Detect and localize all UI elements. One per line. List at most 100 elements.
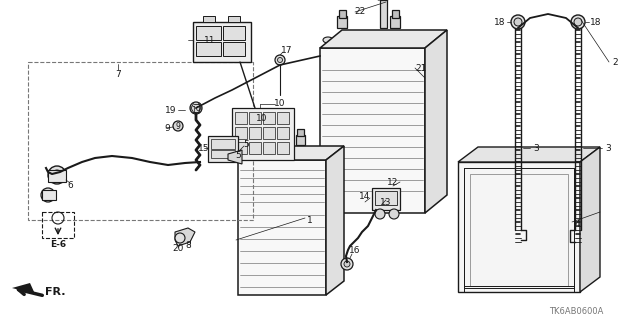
Bar [42,212,74,238]
Bar [249,127,261,139]
Circle shape [389,209,399,219]
Ellipse shape [408,37,418,43]
Bar [42,190,56,200]
Text: FR.: FR. [45,287,65,297]
Bar [375,191,397,205]
Text: 19: 19 [191,106,201,115]
Text: 3: 3 [605,143,611,153]
Text: 2: 2 [612,58,618,67]
Bar [238,160,326,295]
Bar [390,16,400,28]
Text: E-6: E-6 [50,239,66,249]
Polygon shape [580,147,600,292]
Text: 7: 7 [115,69,121,78]
Bar [339,10,346,18]
Circle shape [375,209,385,219]
Bar [223,26,245,40]
Bar [235,127,247,139]
Bar [263,112,275,124]
Bar [470,174,568,286]
Bar [380,0,387,28]
Bar [249,142,261,154]
Circle shape [514,18,522,26]
Polygon shape [238,146,344,160]
Text: 9: 9 [164,124,170,132]
Bar [208,136,238,162]
Polygon shape [175,228,195,246]
Text: 14: 14 [358,191,370,201]
Bar [320,48,425,213]
Text: 16: 16 [349,245,361,254]
Ellipse shape [391,37,401,43]
Circle shape [341,258,353,270]
Bar [296,135,305,145]
Bar [235,142,247,154]
Text: 15: 15 [198,143,210,153]
Text: 18: 18 [494,18,506,27]
Text: 9: 9 [175,122,180,131]
Circle shape [175,233,185,243]
Text: 6: 6 [67,180,73,189]
Polygon shape [425,30,447,213]
Bar [193,22,251,62]
Circle shape [173,121,183,131]
Bar [297,129,304,136]
Circle shape [571,15,585,29]
Text: TK6AB0600A: TK6AB0600A [549,308,603,316]
Circle shape [278,58,282,62]
Circle shape [41,188,55,202]
Ellipse shape [323,37,333,43]
Bar [263,142,275,154]
Bar [337,16,347,28]
Text: 5: 5 [243,140,249,148]
Bar [211,150,235,158]
Circle shape [190,102,202,114]
Bar [28,62,253,220]
Polygon shape [320,30,447,48]
Text: 19: 19 [164,106,176,115]
Bar [277,127,289,139]
Ellipse shape [357,37,367,43]
Bar [254,135,263,145]
Bar [203,16,215,22]
Bar [48,170,66,182]
Bar [223,42,245,56]
Polygon shape [228,150,242,164]
Polygon shape [12,283,35,294]
Circle shape [511,15,525,29]
Text: 1: 1 [307,215,313,225]
Text: 3: 3 [533,143,539,153]
Text: 13: 13 [380,197,392,206]
Text: 21: 21 [415,63,427,73]
Bar [228,16,240,22]
Bar [235,112,247,124]
Bar [211,139,235,149]
Bar [277,142,289,154]
Ellipse shape [374,37,384,43]
Circle shape [574,18,582,26]
Text: 11: 11 [204,36,216,44]
Bar [458,162,580,292]
Text: 20: 20 [172,244,184,252]
Text: 22: 22 [355,6,365,15]
Circle shape [52,170,62,180]
Text: 17: 17 [281,45,292,54]
Bar [255,129,262,136]
Bar [196,26,221,40]
Circle shape [275,55,285,65]
Ellipse shape [340,37,350,43]
Bar [277,112,289,124]
Text: 8: 8 [185,241,191,250]
Bar [464,168,574,288]
Text: 18: 18 [590,18,602,27]
Bar [232,108,294,160]
Polygon shape [458,147,600,162]
Polygon shape [326,146,344,295]
Bar [372,188,400,210]
Bar [392,10,399,18]
Text: 12: 12 [387,178,399,187]
Bar [263,127,275,139]
Circle shape [344,261,350,267]
Text: 10: 10 [275,99,285,108]
Bar [196,42,221,56]
